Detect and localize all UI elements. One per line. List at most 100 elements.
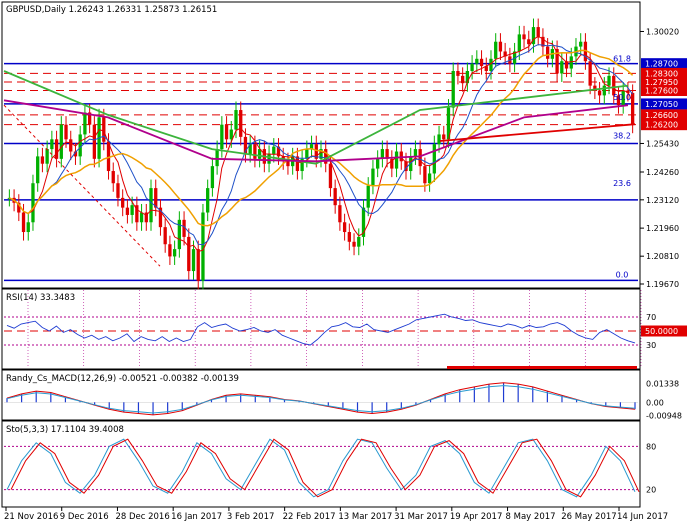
price-tick-label: 1.21960 [646, 224, 679, 233]
candle-body [21, 212, 26, 233]
rsi-panel-title: RSI(14) 33.3483 [6, 293, 75, 303]
candle-body [545, 46, 550, 59]
candle-body [229, 129, 233, 140]
candle-body [338, 205, 342, 223]
candle-body [583, 41, 588, 62]
rsi-panel-frame [1, 288, 641, 370]
price-tick-label: 1.30020 [646, 27, 679, 36]
candle-body [305, 149, 309, 159]
candle-body [437, 134, 441, 145]
candle-body [579, 41, 583, 47]
candle-body [427, 173, 432, 184]
macd-tick-label: 0.01338 [646, 380, 679, 389]
candle-body [191, 249, 196, 272]
candle-body [26, 222, 30, 233]
candle-body [309, 144, 314, 150]
candle-body [172, 249, 177, 257]
candle-body [54, 139, 59, 159]
rsi-level-box [641, 325, 687, 337]
fib-label: 61.8 [613, 55, 631, 64]
stochastic-panel-title: Sto(5,3,3) 17.1104 39.4008 [6, 425, 124, 435]
candle-body [494, 41, 498, 59]
rsi-level-label: 70 [646, 313, 656, 322]
candle-body [276, 146, 281, 157]
candle-body [196, 249, 200, 281]
rsi-level-label: 30 [646, 341, 656, 350]
candle-body [607, 75, 611, 86]
candle-body [385, 149, 389, 159]
macd-panel-title: Randy_Cs_MACD(12,26,9) -0.00521 -0.00382… [6, 374, 239, 384]
candle-body [154, 188, 158, 208]
candle-body [215, 149, 219, 167]
candle-body [40, 156, 45, 164]
rsi-bar [447, 366, 637, 369]
price-tick-label: 1.24260 [646, 168, 679, 177]
panel-frames [1, 1, 641, 508]
candle-body [234, 110, 238, 130]
macd-main-line [6, 385, 636, 414]
candle-body [69, 139, 73, 152]
candle-body [111, 171, 115, 184]
candle-body [456, 70, 460, 76]
candle-body [621, 90, 625, 106]
candle-body [588, 61, 592, 86]
support-trendline [439, 123, 636, 142]
candle-body [333, 188, 337, 206]
candle-body [210, 166, 215, 189]
rsi-level-value: 50.0000 [645, 327, 678, 336]
candle-body [314, 144, 318, 159]
candle-body [475, 58, 479, 64]
fib-label: 50.0 [613, 93, 631, 102]
candle-body [352, 241, 356, 247]
candle-body [593, 85, 597, 91]
moving-averages [3, 35, 636, 267]
candle-body [267, 153, 271, 164]
price-level-box [641, 119, 687, 131]
candle-body [376, 158, 380, 169]
candle-body [168, 244, 172, 257]
candle-body [87, 112, 92, 125]
candle-body [404, 161, 408, 172]
candle-body [187, 236, 191, 272]
candle-body [144, 212, 148, 223]
candle-body [484, 66, 488, 71]
time-tick-label: 16 Jan 2017 [171, 512, 222, 522]
candle-body [361, 207, 366, 237]
sto-main-line [6, 438, 636, 498]
candle-body [73, 151, 78, 157]
candle-body [59, 124, 63, 159]
candle-body [158, 207, 163, 228]
candle-body [498, 41, 503, 52]
candle-body [536, 27, 540, 37]
candle-body [272, 146, 276, 154]
candle-body [527, 39, 531, 45]
price-level-box [641, 109, 687, 121]
candle-body [324, 149, 328, 164]
candle-body [36, 156, 40, 184]
candle-body [423, 166, 427, 184]
candle-body [602, 85, 606, 96]
candle-body [130, 205, 134, 215]
candle-body [442, 134, 446, 140]
candle-body [121, 197, 125, 208]
candle-body [461, 75, 465, 84]
candle-body [451, 70, 455, 108]
sto-signal-line [10, 438, 640, 498]
candle-body [45, 149, 49, 164]
price-level-box [641, 85, 687, 97]
downtrend-dashed-line [3, 104, 161, 267]
candle-body [102, 117, 106, 142]
fib-label: 23.6 [613, 179, 631, 188]
price-level-label: 1.27950 [645, 78, 678, 87]
candle-body [522, 34, 526, 40]
fib-labels: 61.8 50.0 38.2 23.6 0.0 [613, 55, 631, 280]
price-level-label: 1.26200 [645, 121, 678, 130]
time-tick-label: 9 Dec 2016 [60, 512, 109, 522]
price-panel-frame [1, 1, 641, 289]
candle-body [380, 149, 385, 159]
candle-body [106, 141, 111, 172]
candle-body [347, 232, 351, 242]
candle-body [286, 161, 290, 167]
price-level-box [641, 67, 687, 79]
price-tick-label: 1.20810 [646, 252, 679, 261]
